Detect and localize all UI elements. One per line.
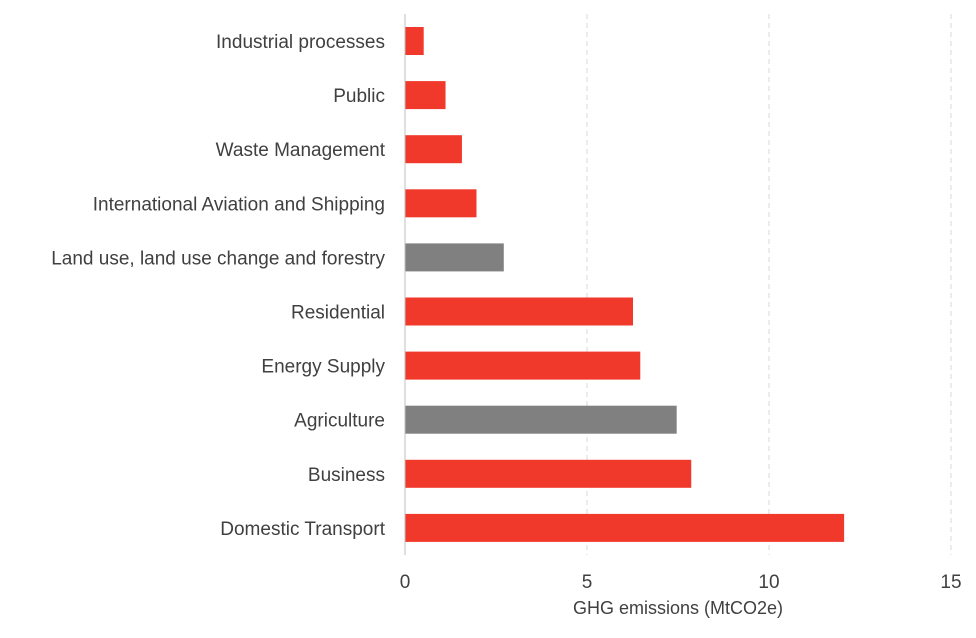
category-label: Land use, land use change and forestry — [51, 248, 385, 269]
bar-energy-supply — [405, 351, 641, 380]
bar-domestic-transport — [405, 513, 845, 542]
category-label: Public — [333, 86, 385, 107]
bar-public — [405, 81, 446, 110]
bar-international-aviation-and-shipping — [405, 189, 477, 218]
bar-land-use-land-use-change-and-forestry — [405, 243, 504, 272]
x-tick-label: 10 — [758, 572, 779, 593]
x-tick-labels: 0 5 10 15 — [400, 572, 962, 593]
category-label: Business — [308, 465, 385, 486]
category-label: Residential — [291, 303, 385, 324]
x-tick-label: 0 — [400, 572, 411, 593]
bar-waste-management — [405, 135, 462, 164]
category-label: International Aviation and Shipping — [93, 194, 385, 215]
category-label: Waste Management — [216, 140, 386, 161]
bars — [405, 27, 845, 542]
category-label: Energy Supply — [261, 357, 385, 378]
bar-agriculture — [405, 405, 677, 434]
bar-industrial-processes — [405, 27, 424, 55]
x-tick-label: 5 — [582, 572, 593, 593]
bar-residential — [405, 297, 633, 326]
category-label: Domestic Transport — [220, 519, 385, 540]
x-axis-title: GHG emissions (MtCO2e) — [573, 598, 783, 618]
category-labels: Industrial processes Public Waste Manageme… — [51, 32, 386, 540]
bar-business — [405, 459, 692, 488]
category-label: Industrial processes — [216, 32, 385, 53]
category-label: Agriculture — [294, 411, 385, 432]
x-tick-label: 15 — [940, 572, 961, 593]
